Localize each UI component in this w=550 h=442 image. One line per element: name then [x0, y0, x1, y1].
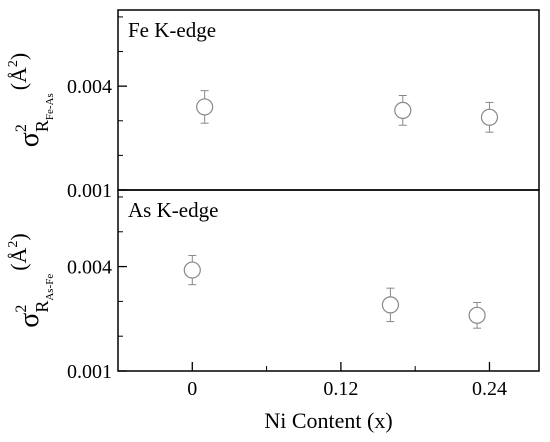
ylabel-subsub-top: Fe-As: [44, 93, 56, 120]
y-axis-label-bottom: σ2 RAs-Fe(Å2): [6, 233, 56, 328]
y-axis-label-top: σ2 RFe-As(Å2): [6, 53, 56, 148]
data-point: [468, 301, 486, 329]
ylabel-unit-sup-bottom: 2: [6, 241, 21, 248]
x-tick-label: 0.24: [472, 378, 507, 400]
data-point: [196, 90, 214, 124]
ylabel-subsub-bottom: As-Fe: [44, 274, 56, 301]
y-ticks-top: 0.001 0.004: [67, 16, 127, 202]
data-point: [394, 95, 412, 126]
y-tick-label: 0.004: [67, 76, 112, 98]
marker-circle: [196, 98, 214, 116]
y-tick-label: 0.004: [67, 257, 112, 279]
ylabel-unit-bottom: (Å: [6, 247, 31, 270]
marker-circle: [394, 101, 412, 119]
ylabel-r-top: R: [32, 120, 52, 132]
y-ticks-bottom: 0.001 0.004: [67, 196, 127, 383]
x-ticks: 0 0.12 0.24: [187, 362, 507, 400]
ylabel-sup-top: 2: [13, 124, 30, 132]
marker-circle: [381, 296, 400, 314]
y-tick-label: 0.001: [67, 361, 112, 383]
y-tick-label: 0.001: [67, 180, 112, 202]
panel-label-as: As K-edge: [128, 198, 218, 222]
data-point: [183, 254, 201, 286]
marker-circle: [468, 306, 486, 324]
ylabel-unit-close-bottom: ): [6, 233, 31, 240]
ylabel-sup-bottom: 2: [13, 305, 30, 313]
panel-frame-bottom: [117, 189, 540, 372]
panel-label-fe: Fe K-edge: [128, 18, 216, 42]
ylabel-unit-close-top: ): [6, 53, 31, 60]
ylabel-unit-sup-top: 2: [6, 60, 21, 67]
data-points-bottom: [183, 254, 486, 329]
x-tick-label: 0: [187, 378, 197, 400]
data-points-top: [196, 90, 499, 133]
marker-circle: [183, 261, 201, 279]
x-tick-label: 0.12: [323, 378, 358, 400]
data-point: [381, 287, 400, 323]
ylabel-r-bottom: R: [32, 301, 52, 313]
ylabel-unit-top: (Å: [6, 67, 31, 90]
x-axis-label: Ni Content (x): [264, 408, 392, 433]
data-point: [480, 101, 499, 133]
ylabel-sigma-top: σ: [14, 132, 45, 147]
marker-circle: [480, 108, 499, 126]
ylabel-sigma-bottom: σ: [14, 313, 45, 328]
